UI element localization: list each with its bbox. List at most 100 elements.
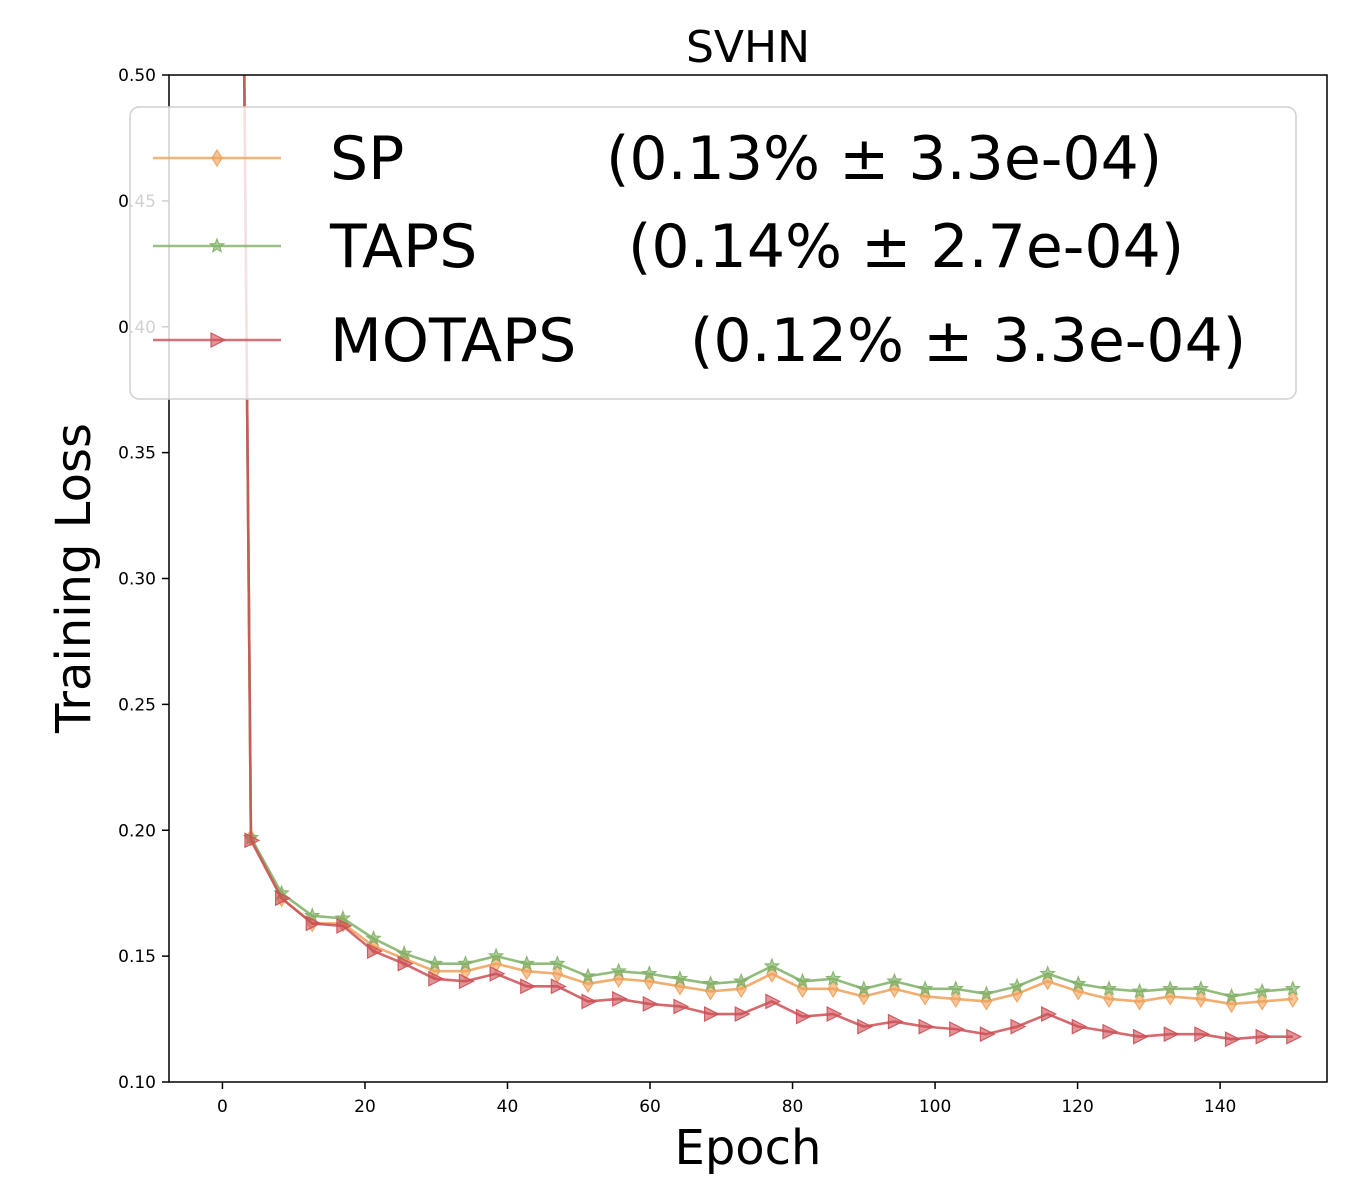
data-point-taps <box>457 955 474 971</box>
data-point-motaps <box>336 917 353 934</box>
y-tick-label: 0.20 <box>118 821 156 841</box>
data-point-motaps <box>1010 1018 1027 1035</box>
data-point-motaps <box>765 993 782 1010</box>
x-tick-label: 0 <box>217 1097 228 1117</box>
data-point-motaps <box>428 970 445 987</box>
data-point-taps <box>641 965 658 981</box>
x-tick-label: 60 <box>639 1097 661 1117</box>
data-point-motaps <box>918 1018 935 1035</box>
legend-marker <box>211 148 223 168</box>
data-point-motaps <box>857 1018 874 1035</box>
series-layer <box>242 75 1303 1048</box>
data-point-taps <box>1070 975 1087 991</box>
y-tick-label: 0.10 <box>118 1073 156 1093</box>
data-point-motaps <box>397 955 414 972</box>
x-axis-title: Epoch <box>675 1120 822 1176</box>
data-point-taps <box>365 929 382 946</box>
data-point-motaps <box>703 1006 720 1022</box>
data-point-motaps <box>1286 1028 1303 1045</box>
series-motaps <box>242 75 1303 1048</box>
x-tick-label: 80 <box>782 1097 804 1117</box>
series-taps <box>242 75 1302 1004</box>
y-tick-label: 0.30 <box>118 570 156 590</box>
data-point-sp <box>1195 989 1207 1009</box>
legend-label: SP <box>330 124 404 194</box>
data-point-taps <box>978 985 995 1001</box>
legend-label: TAPS <box>329 212 477 282</box>
data-point-taps <box>1161 980 1179 996</box>
data-point-taps <box>1039 965 1056 981</box>
chart-title: SVHN <box>686 22 810 73</box>
data-point-motaps <box>734 1006 751 1022</box>
data-point-motaps <box>550 978 567 995</box>
data-point-motaps <box>1224 1031 1241 1048</box>
data-point-motaps <box>1163 1026 1180 1043</box>
x-tick-label: 100 <box>919 1097 951 1117</box>
data-point-taps <box>518 955 535 971</box>
data-point-taps <box>824 970 842 986</box>
data-point-motaps <box>642 995 659 1012</box>
data-point-motaps <box>887 1013 904 1030</box>
data-point-taps <box>794 972 811 989</box>
data-point-motaps <box>1255 1028 1272 1045</box>
x-tick-label: 140 <box>1204 1097 1236 1117</box>
data-point-sp <box>1256 992 1268 1011</box>
data-point-taps <box>487 947 505 964</box>
data-point-taps <box>732 972 750 989</box>
legend: SP (0.13% ± 3.3e-04) TAPS (0.14% ± 2.7e-04)… <box>129 106 1297 400</box>
data-point-motaps <box>1132 1028 1149 1045</box>
data-point-motaps <box>612 990 629 1007</box>
data-point-taps <box>671 970 689 986</box>
data-point-taps <box>1131 982 1148 999</box>
data-point-taps <box>1192 980 1210 996</box>
legend-box <box>129 106 1297 400</box>
data-point-taps <box>1100 980 1118 996</box>
data-point-motaps <box>305 915 322 932</box>
data-point-taps <box>1284 980 1302 996</box>
x-tick-label: 40 <box>497 1097 519 1117</box>
data-point-taps <box>886 972 903 989</box>
data-point-sp <box>1287 989 1299 1009</box>
legend-stats: (0.13% ± 3.3e-04) <box>606 124 1162 194</box>
data-point-taps <box>1253 982 1271 999</box>
data-point-taps <box>395 944 413 961</box>
data-point-motaps <box>826 1006 843 1022</box>
legend-marker <box>208 237 226 254</box>
legend-stats: (0.14% ± 2.7e-04) <box>628 212 1184 282</box>
data-point-motaps <box>244 832 261 849</box>
data-point-motaps <box>489 965 506 982</box>
y-axis-title: Training Loss <box>46 423 102 734</box>
y-tick-label: 0.35 <box>118 444 156 464</box>
data-point-sp <box>827 979 839 998</box>
data-point-motaps <box>795 1008 812 1025</box>
data-point-sp <box>1103 989 1115 1009</box>
data-point-motaps <box>458 973 475 990</box>
legend-entry-taps: TAPS (0.14% ± 2.7e-04) <box>153 212 1184 282</box>
y-tick-label: 0.15 <box>118 947 156 967</box>
data-point-sp <box>950 989 962 1009</box>
data-point-motaps <box>366 943 383 960</box>
data-point-taps <box>1008 977 1026 994</box>
legend-marker <box>210 332 227 348</box>
legend-entry-motaps: MOTAPS (0.12% ± 3.3e-04) <box>153 306 1246 376</box>
data-point-taps <box>579 967 597 984</box>
data-point-motaps <box>1102 1023 1119 1040</box>
data-point-motaps <box>1041 1006 1057 1022</box>
legend-entry-sp: SP (0.13% ± 3.3e-04) <box>153 124 1162 194</box>
data-point-motaps <box>673 998 690 1015</box>
data-point-taps <box>1223 987 1240 1004</box>
data-point-taps <box>702 975 719 991</box>
data-point-motaps <box>274 890 291 907</box>
data-point-sp <box>1133 992 1146 1011</box>
data-point-motaps <box>1071 1018 1088 1035</box>
data-point-motaps <box>520 978 537 995</box>
data-point-taps <box>916 980 934 996</box>
data-point-taps <box>426 955 444 971</box>
data-point-taps <box>855 980 873 996</box>
data-point-taps <box>763 957 781 974</box>
data-point-motaps <box>1194 1026 1211 1043</box>
legend-label: MOTAPS <box>330 306 576 376</box>
y-tick-label: 0.50 <box>118 66 156 86</box>
data-point-taps <box>610 962 627 979</box>
